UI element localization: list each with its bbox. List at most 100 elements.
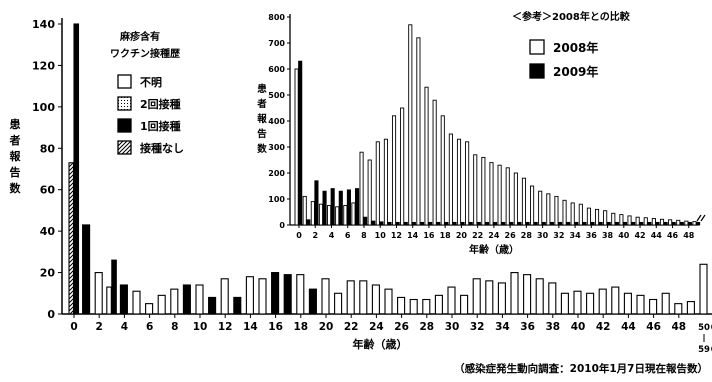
main-x-tick-label: 8 — [171, 321, 178, 333]
main-bar — [624, 293, 631, 314]
main-bar — [536, 279, 543, 314]
main-y-tick-label: 120 — [32, 59, 55, 72]
inset-bar-2009 — [672, 222, 675, 225]
main-bar — [360, 281, 367, 314]
main-bar — [146, 304, 153, 314]
main-x-tick-label: 42 — [596, 321, 611, 333]
inset-x-tick-label: 44 — [651, 231, 663, 240]
main-bar — [650, 300, 657, 315]
main-y-axis-label-char: 者 — [9, 133, 21, 147]
inset-x-tick-label: 32 — [553, 231, 564, 240]
inset-bar-2009 — [575, 222, 578, 225]
main-y-tick-label: 60 — [40, 184, 56, 197]
inset-x-axis-label: 年齢（歳） — [469, 243, 519, 256]
inset-bar-2008 — [311, 202, 314, 225]
inset-bar-2008 — [303, 196, 306, 225]
inset-bar-2009 — [307, 220, 310, 225]
main-x-tick-label: 46 — [646, 321, 661, 333]
inset-bar-2008 — [579, 204, 582, 225]
main-y-axis-label-char: 報 — [10, 149, 22, 163]
inset-bar-2009 — [510, 222, 513, 225]
main-x-tick-label-tail: 50 — [698, 323, 710, 333]
inset-y-tick-label: 800 — [268, 13, 285, 22]
inset-bar-2008 — [457, 139, 460, 225]
main-bar — [675, 304, 682, 314]
inset-bar-2009 — [461, 222, 464, 225]
main-x-tick-label: 22 — [344, 321, 359, 333]
inset-bar-2009 — [412, 222, 415, 225]
main-x-tick-label: 40 — [571, 321, 586, 333]
main-bar — [549, 283, 556, 314]
inset-legend-label: 2009年 — [553, 64, 598, 79]
inset-bar-2008 — [295, 69, 298, 225]
main-bar — [209, 297, 216, 314]
inset-x-tick-label: 22 — [472, 231, 483, 240]
inset-y-tick-label: 600 — [268, 65, 285, 74]
inset-bar-2009 — [429, 222, 432, 225]
main-bar — [687, 302, 694, 314]
main-bar — [498, 283, 505, 314]
main-bar — [112, 260, 117, 314]
inset-bar-2009 — [299, 61, 302, 225]
inset-bar-2009 — [583, 222, 586, 225]
main-x-tick-label: 18 — [293, 321, 308, 333]
inset-legend-swatch — [530, 40, 544, 54]
inset-x-tick-label: 42 — [634, 231, 645, 240]
inset-bar-2008 — [595, 209, 598, 225]
inset-bar-2008 — [644, 218, 647, 225]
inset-x-tick-label: 28 — [521, 231, 533, 240]
main-y-tick-label: 20 — [40, 267, 56, 280]
main-x-tick-label: 26 — [394, 321, 409, 333]
inset-bar-2008 — [417, 38, 420, 225]
main-x-tick-label: 32 — [470, 321, 485, 333]
inset-x-tick-label: 26 — [505, 231, 517, 240]
main-bar — [524, 275, 531, 314]
inset-bar-2008 — [352, 203, 355, 225]
inset-x-tick-label: 0 — [296, 231, 302, 240]
main-bar — [297, 275, 304, 314]
inset-bar-2009 — [315, 181, 318, 225]
main-bar — [574, 291, 581, 314]
inset-bar-2009 — [680, 222, 683, 225]
legend-label: 1回接種 — [140, 119, 181, 133]
inset-bar-2008 — [563, 200, 566, 225]
inset-y-tick-label: 0 — [279, 221, 285, 230]
inset-x-tick-label: 20 — [456, 231, 468, 240]
inset-bar-2009 — [518, 222, 521, 225]
inset-bar-2009 — [404, 222, 407, 225]
main-bar — [372, 285, 379, 314]
inset-bar-2009 — [453, 222, 456, 225]
inset-x-tick-label: 6 — [345, 231, 351, 240]
inset-bar-2008 — [685, 221, 688, 225]
legend-swatch — [118, 75, 131, 88]
main-bar — [309, 289, 316, 314]
main-x-tick-label: 34 — [495, 321, 510, 333]
main-x-tick-label: 36 — [520, 321, 535, 333]
inset-bar-2009 — [615, 222, 618, 225]
inset-bar-2009 — [567, 222, 570, 225]
inset-bar-2008 — [482, 157, 485, 225]
inset-x-tick-label: 16 — [423, 231, 435, 240]
inset-x-tick-label: 10 — [375, 231, 387, 240]
inset-bar-2009 — [437, 222, 440, 225]
main-bar — [246, 277, 253, 314]
main-x-tick-label: 16 — [268, 321, 283, 333]
inset-bar-2009 — [396, 222, 399, 225]
inset-bar-2009 — [664, 222, 667, 225]
inset-legend-swatch — [530, 64, 544, 78]
inset-x-tick-label: 4 — [329, 231, 335, 240]
main-x-tick-label: 0 — [70, 321, 77, 333]
inset-bar-2008 — [336, 207, 339, 225]
legend-swatch — [118, 119, 131, 132]
inset-x-tick-label: 24 — [488, 231, 500, 240]
inset-y-axis-label-char: 者 — [256, 98, 267, 110]
main-bar — [272, 273, 279, 314]
main-bar — [133, 291, 140, 314]
inset-x-tick-label: 30 — [537, 231, 549, 240]
inset-x-tick-label: 36 — [586, 231, 598, 240]
inset-x-tick-label: 48 — [683, 231, 695, 240]
